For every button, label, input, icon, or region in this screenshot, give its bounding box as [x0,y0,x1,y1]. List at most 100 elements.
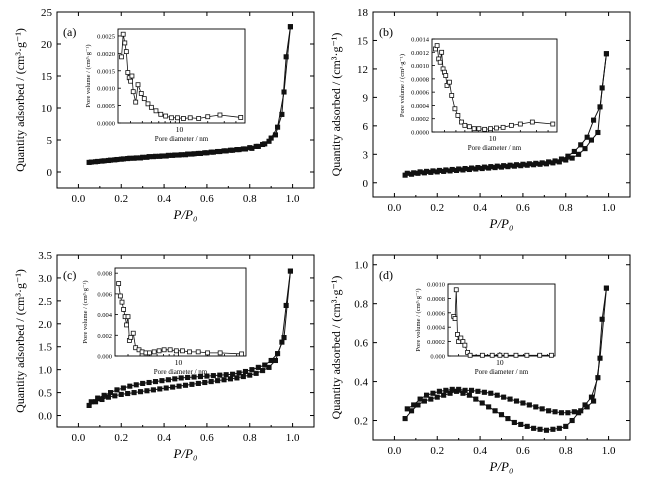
data-point [501,394,507,400]
data-point [185,374,191,381]
data-point [260,368,266,374]
data-point [571,409,577,415]
y-tick-label: 0.4 [354,377,368,389]
data-point [152,153,159,159]
data-point [550,426,556,432]
x-tick-label: 0.0 [388,445,402,457]
inset-data-point [205,350,210,356]
data-point [569,417,575,424]
data-point [262,141,268,147]
data-point [520,161,526,167]
inset-data-point [153,108,159,114]
y-tick-label: 0 [363,178,369,190]
data-point [558,410,565,416]
data-point [423,392,430,398]
data-point [99,396,105,403]
inset-data-point [130,330,136,336]
data-point [533,160,539,166]
x-tick-label: 0.4 [473,202,487,214]
data-point [533,404,539,410]
inset-y-tick-label: 0.004 [97,312,112,319]
inset-data-point [466,124,472,130]
data-point [230,371,236,377]
inset-data-point [434,43,440,49]
data-point [486,404,492,410]
chart-panel: 0.0 0.2 0.4 0.6 0.8 1.0 0.2 0.4 0.6 0.8 1.0 P/P₀ Qua… [329,254,631,474]
inset-data-point [517,121,523,127]
data-point [576,151,582,157]
data-point [236,370,242,376]
inset-data-point [122,40,128,46]
data-point [520,400,526,406]
x-tick-label: 0.2 [430,202,444,214]
inset-x-axis-label: Pore diameter / nm [468,144,522,152]
inset-y-tick-label: 0.0004 [427,325,446,332]
data-point [272,357,279,364]
data-point [95,158,101,164]
inset-chart: 0.00000.00050.00100.00150.00200.002510Po… [85,28,246,143]
data-point [172,152,178,158]
data-point [195,380,201,386]
data-point [511,419,517,426]
data-point [131,390,137,396]
data-point [242,146,249,152]
chart-panel: 0.0 0.2 0.4 0.6 0.8 1.0 0 5 10 15 20 25 P/P₀ Quantity… [13,7,315,222]
x-tick-label: 0.4 [473,445,487,457]
inset-y-tick-label: 0.0025 [97,33,115,40]
data-point [552,158,558,164]
data-point [571,148,577,155]
data-point [494,392,500,398]
data-point [488,390,494,396]
inset-y-tick-label: 0.0008 [411,76,429,83]
data-point [546,408,552,414]
inset-y-tick-label: 0.0004 [411,103,430,110]
inset-data-point [508,122,514,128]
data-point [140,154,146,160]
data-point [402,416,408,422]
inset-data-point [135,82,141,88]
data-point [236,147,242,153]
data-point [88,399,94,405]
data-point [513,162,520,168]
data-point [552,409,558,415]
data-point [227,376,234,382]
data-point [443,167,449,173]
x-axis-label: P/P₀ [488,216,513,231]
inset-data-point [467,352,473,358]
data-point [404,170,410,176]
inset-data-point [455,331,460,337]
y-tick-label: 0.8 [354,299,368,311]
inset-data-point [116,281,122,286]
y-tick-label: 25 [41,7,53,19]
data-point [281,89,287,95]
y-tick-label: 9 [363,92,369,104]
data-point [253,370,259,376]
inset-y-tick-label: 0.0010 [427,282,445,289]
inset-y-tick-label: 0.000 [97,354,112,361]
data-point [170,384,176,390]
inset-data-point [129,73,135,79]
inset-data-point [513,352,519,358]
data-point [204,373,210,379]
inset-data-point [180,348,185,354]
x-tick-label: 0.8 [243,193,257,205]
inset-y-tick-label: 0.000 [430,354,445,361]
inset-chart: 0.0000.00020.00040.00060.00080.001010Por… [415,282,556,376]
data-point [95,395,101,401]
data-point [526,161,532,167]
data-point [112,393,118,399]
inset-frame [114,267,247,357]
inset-y-tick-label: 0.0006 [427,310,446,317]
inset-data-point [447,79,452,85]
x-tick-label: 0.4 [157,193,171,205]
x-axis-label: P/P₀ [488,459,513,474]
data-point [456,166,462,172]
inset-y-tick-label: 0.0005 [97,103,115,110]
inset-data-point [187,115,193,121]
inset-data-point [439,49,445,55]
y-axis-label: Quantity adsorbed / (cm³·g⁻¹) [13,28,27,172]
y-tick-label: 0.6 [354,338,368,350]
inset-data-point [195,349,201,355]
data-point [408,408,415,414]
y-tick-label: 0.2 [354,416,368,428]
